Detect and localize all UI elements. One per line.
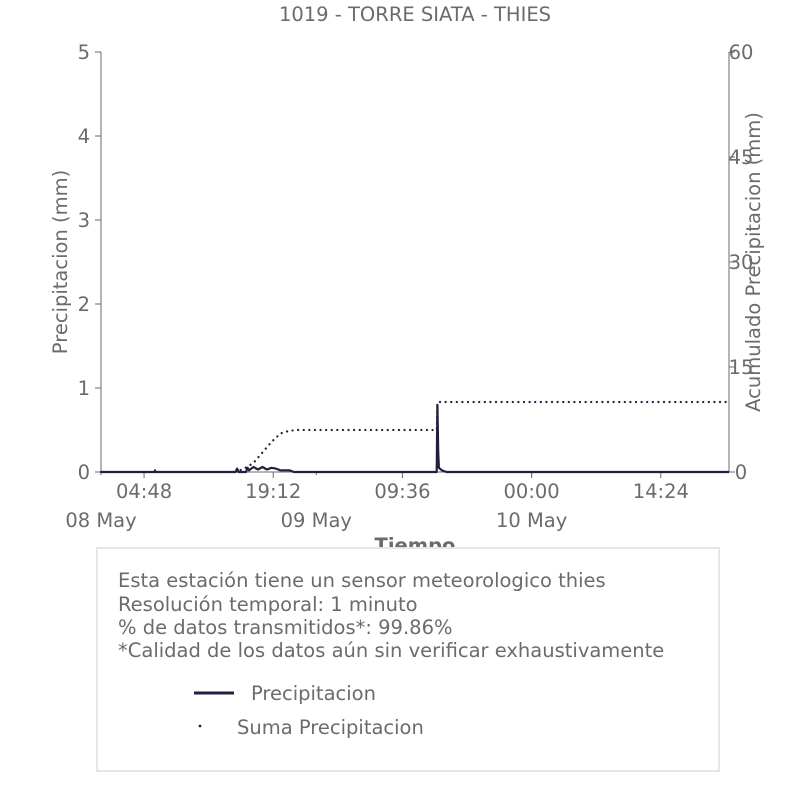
y2-tick-label: 30 xyxy=(729,251,754,274)
legend-label-precipitacion: Precipitacion xyxy=(251,682,376,705)
chart-title: 1019 - TORRE SIATA - THIES xyxy=(279,3,551,26)
legend-dotted-swatch xyxy=(198,724,202,728)
series-precipitacion xyxy=(101,403,729,474)
y-tick-label: 4 xyxy=(78,125,90,148)
station-info-box: Esta estación tiene un sensor meteorolog… xyxy=(96,547,720,772)
x-date-label: 10 May xyxy=(496,509,567,532)
y-tick-label: 5 xyxy=(78,41,90,64)
legend-label-suma-precipitacion: Suma Precipitacion xyxy=(237,716,424,739)
info-line-quality: *Calidad de los datos aún sin verificar … xyxy=(118,639,665,662)
y2-tick-label: 15 xyxy=(729,356,754,379)
y-axis-label: Precipitacion (mm) xyxy=(49,170,72,354)
x-date-label: 09 May xyxy=(281,509,352,532)
y2-tick-label: 0 xyxy=(735,461,747,484)
info-line-sensor: Esta estación tiene un sensor meteorolog… xyxy=(118,569,606,592)
series-suma-precipitacion xyxy=(99,400,731,474)
y-tick-label: 3 xyxy=(78,209,90,232)
y-tick-label: 1 xyxy=(78,377,90,400)
y2-tick-label: 45 xyxy=(729,146,754,169)
info-line-resolution: Resolución temporal: 1 minuto xyxy=(118,593,418,616)
x-date-label: 08 May xyxy=(65,509,136,532)
chart-marks xyxy=(99,400,731,474)
x-tick-label: 00:00 xyxy=(504,480,560,503)
x-tick-label: 04:48 xyxy=(116,480,172,503)
x-tick-label: 14:24 xyxy=(633,480,689,503)
y2-axis-label: Acumulado Precipitacion (mm) xyxy=(742,112,765,412)
y2-tick-label: 60 xyxy=(729,41,754,64)
info-line-transmitted: % de datos transmitidos*: 99.86% xyxy=(118,616,453,639)
y-tick-label: 2 xyxy=(78,293,90,316)
y-tick-label: 0 xyxy=(78,461,90,484)
legend-solid-swatch xyxy=(194,691,234,695)
x-tick-label: 19:12 xyxy=(245,480,301,503)
x-tick-label: 09:36 xyxy=(374,480,430,503)
